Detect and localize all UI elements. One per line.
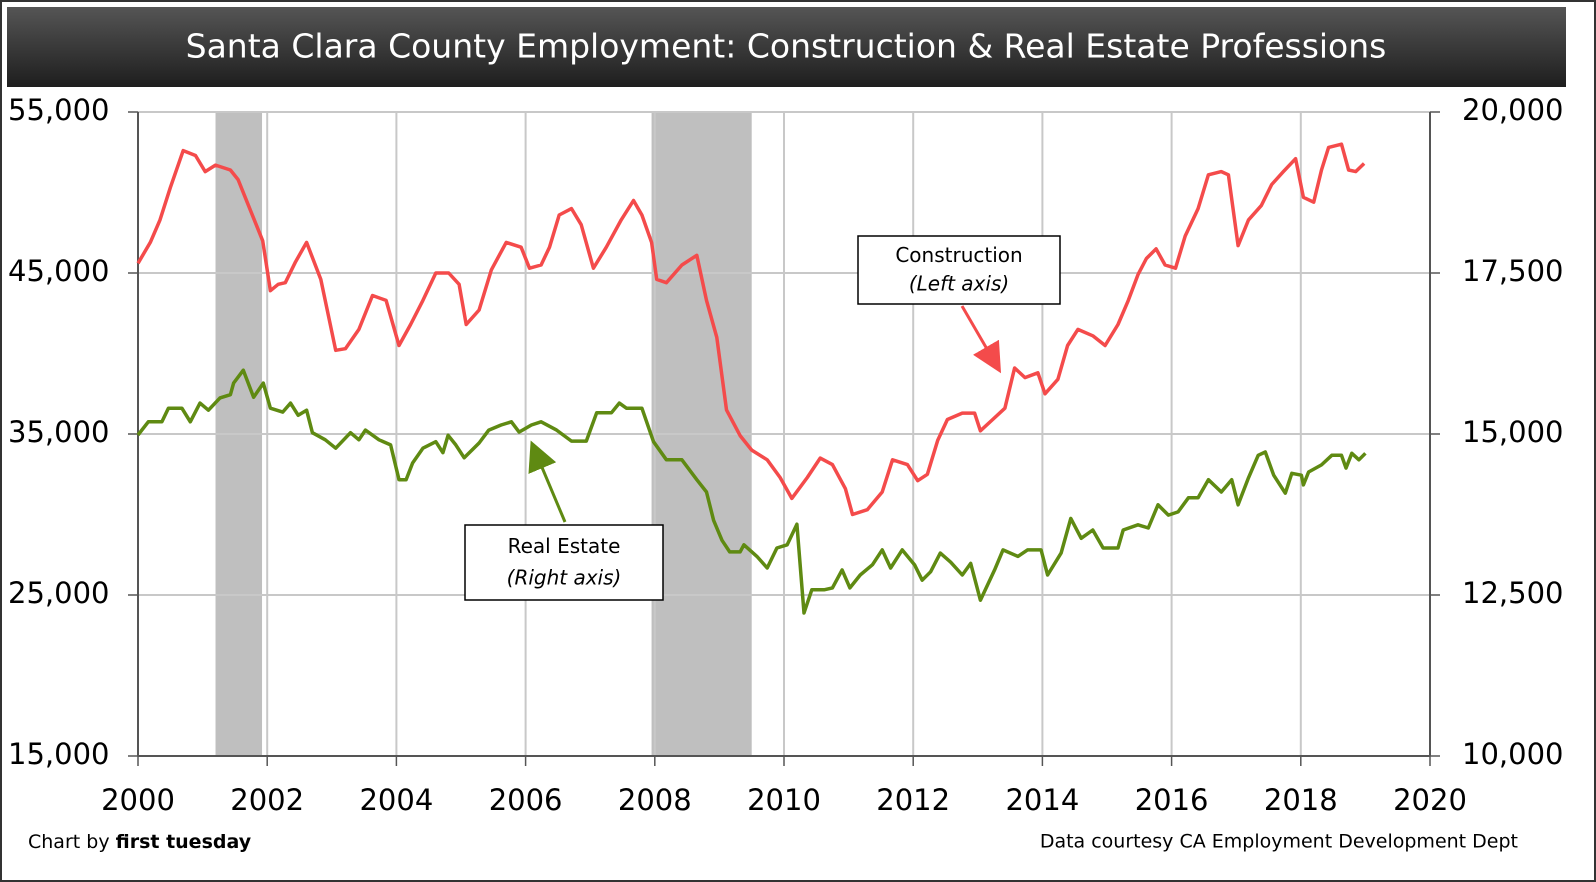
- annotation-text: Construction: [895, 243, 1022, 267]
- y-tick-label: 55,000: [8, 93, 109, 127]
- annotation-subtext: (Left axis): [909, 271, 1009, 295]
- series-line: [136, 142, 1366, 517]
- annotation-arrow: [960, 305, 1002, 374]
- x-tick-label: 2008: [618, 783, 692, 817]
- y2-tick-label: 12,500: [1462, 576, 1563, 610]
- annotation-text: Real Estate: [508, 534, 621, 558]
- x-tick-label: 2014: [1005, 783, 1079, 817]
- source: Data courtesy CA Employment Development …: [1040, 831, 1518, 853]
- credit: Chart by first tuesday: [28, 831, 252, 853]
- y2-tick-label: 20,000: [1462, 93, 1563, 127]
- credit-label: Chart by: [28, 831, 110, 853]
- annotation-box: [857, 235, 1061, 305]
- y-tick-label: 35,000: [8, 415, 109, 449]
- title-bar: [7, 7, 1566, 87]
- y2-tick-label: 17,500: [1462, 254, 1563, 288]
- credit-name: first tuesday: [116, 831, 252, 853]
- y2-tick-label: 15,000: [1462, 415, 1563, 449]
- x-tick-label: 2020: [1393, 783, 1467, 817]
- chart-title: Santa Clara County Employment: Construct…: [186, 27, 1387, 66]
- plot-area: 15,000 25,000 35,000 45,000 55,000 10,000 12,5…: [8, 93, 1563, 817]
- annotation-arrow: [528, 440, 567, 523]
- y2-tick-label: 10,000: [1462, 737, 1563, 771]
- y-tick-label: 45,000: [8, 254, 109, 288]
- x-tick-label: 2000: [101, 783, 175, 817]
- annotation-subtext: (Right axis): [507, 566, 622, 590]
- x-tick-label: 2018: [1264, 783, 1338, 817]
- x-tick-label: 2004: [359, 783, 433, 817]
- y-tick-label: 25,000: [8, 576, 109, 610]
- series-line: [136, 368, 1367, 615]
- y-tick-label: 15,000: [8, 737, 109, 771]
- x-tick-label: 2010: [747, 783, 821, 817]
- x-tick-label: 2002: [230, 783, 304, 817]
- annotation-box: [464, 524, 664, 601]
- x-tick-label: 2006: [489, 783, 563, 817]
- x-tick-label: 2012: [876, 783, 950, 817]
- x-tick-label: 2016: [1135, 783, 1209, 817]
